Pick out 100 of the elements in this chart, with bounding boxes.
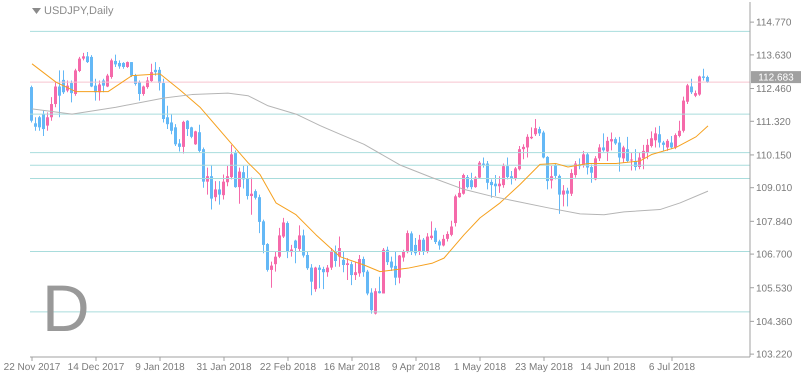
y-tick-label: 109.010: [756, 183, 793, 194]
candlestick: [558, 174, 561, 214]
candlestick: [486, 160, 489, 190]
candlestick: [114, 54, 117, 68]
chart-title: USDJPY,Daily: [44, 5, 114, 17]
candlestick: [270, 261, 273, 288]
candlestick: [554, 163, 557, 180]
candlestick: [378, 276, 381, 294]
candlestick: [618, 136, 621, 172]
candlestick: [246, 165, 249, 200]
y-tick-label: 112.460: [756, 84, 792, 96]
candlestick: [602, 132, 605, 152]
candlestick: [218, 180, 221, 206]
candlestick: [478, 160, 481, 179]
line-series: [32, 63, 708, 272]
candlestick: [666, 138, 669, 152]
candlestick: [210, 164, 213, 210]
candlestick: [418, 234, 421, 256]
x-tick-label: 14 Dec 2017: [68, 362, 125, 374]
candlestick: [626, 136, 629, 164]
candlestick: [506, 157, 509, 180]
candlestick: [698, 75, 701, 96]
candlestick: [374, 288, 377, 315]
candlestick: [398, 254, 401, 284]
candlestick: [434, 227, 437, 245]
y-tick-label: 114.770: [756, 18, 792, 29]
candlestick: [34, 116, 37, 132]
candlestick: [250, 177, 253, 216]
candlestick: [622, 145, 625, 164]
candlestick: [650, 130, 653, 148]
x-tick-label: 1 May 2018: [454, 362, 507, 374]
candlestick: [562, 184, 565, 207]
candlestick: [426, 232, 429, 254]
candlestick: [630, 152, 633, 171]
candlestick: [534, 118, 537, 136]
candlestick: [358, 254, 361, 278]
y-tick-label: 110.150: [756, 150, 792, 162]
candlestick: [230, 144, 233, 180]
candlestick: [38, 115, 41, 132]
candlestick: [526, 134, 529, 158]
candlestick: [566, 187, 569, 207]
candlestick: [186, 120, 189, 136]
candlestick: [326, 264, 329, 278]
candlestick: [274, 251, 277, 272]
x-tick-label: 9 Jan 2018: [135, 362, 186, 374]
candlestick: [214, 180, 217, 202]
candlestick: [194, 130, 197, 146]
candlestick: [98, 80, 101, 102]
candlestick: [410, 230, 413, 256]
candlestick: [702, 68, 705, 81]
x-tick-label: 22 Feb 2018: [260, 362, 317, 374]
candlestick: [450, 220, 453, 237]
candlestick: [354, 261, 357, 280]
x-tick-label: 23 May 2018: [515, 362, 574, 374]
ref-line-label: 112.683: [758, 72, 794, 84]
x-tick-label: 14 Jun 2018: [580, 362, 636, 374]
candlestick: [58, 70, 61, 118]
candlestick: [54, 82, 57, 108]
candlestick: [174, 124, 177, 147]
candlestick: [606, 136, 609, 162]
candlestick: [322, 266, 325, 290]
candlestick: [662, 140, 665, 152]
candlestick: [610, 132, 613, 151]
candlestick: [138, 80, 141, 102]
candlestick: [654, 126, 657, 148]
candlestick: [502, 163, 505, 188]
candlestick: [46, 112, 49, 132]
x-tick-label: 16 Mar 2018: [324, 362, 381, 374]
x-tick-label: 31 Jan 2018: [196, 362, 252, 374]
candlestick: [342, 251, 345, 273]
candlestick: [298, 224, 301, 252]
candlestick: [658, 125, 661, 148]
candlestick: [330, 248, 333, 270]
candlestick: [222, 174, 225, 200]
line-series: [32, 92, 708, 216]
x-tick-label: 9 Apr 2018: [392, 362, 441, 374]
candlestick: [318, 264, 321, 289]
candlestick: [150, 63, 153, 83]
y-tick-label: 113.630: [756, 50, 792, 62]
candlestick: [690, 78, 693, 94]
y-tick-label: 106.700: [756, 250, 793, 261]
y-tick-label: 107.840: [756, 216, 793, 228]
candlestick: [294, 239, 297, 264]
candlestick: [674, 132, 677, 150]
candlestick: [494, 174, 497, 197]
candlestick: [406, 230, 409, 254]
candlestick: [350, 261, 353, 286]
y-tick-label: 111.320: [756, 116, 792, 128]
candlestick: [670, 135, 673, 150]
y-tick-label: 105.530: [756, 283, 793, 294]
candlestick: [446, 230, 449, 242]
candlestick: [646, 138, 649, 160]
candlestick: [130, 62, 133, 78]
candlestick: [238, 167, 241, 204]
candlestick: [314, 266, 317, 292]
candlestick: [598, 144, 601, 162]
candlestick: [442, 234, 445, 247]
y-tick-label: 103.220: [756, 350, 793, 361]
candlestick: [422, 237, 425, 256]
x-tick-label: 22 Nov 2017: [4, 362, 61, 374]
